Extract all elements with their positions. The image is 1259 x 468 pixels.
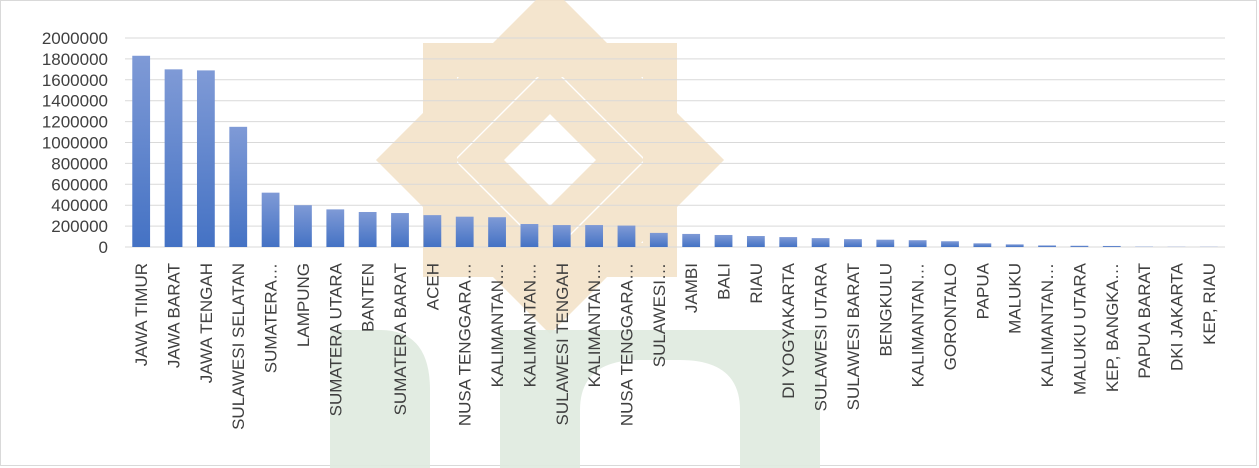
bar [488, 217, 506, 247]
x-tick-label: NUSA TENGGARA… [617, 263, 636, 426]
x-tick-label: SUMATERA UTARA [326, 262, 345, 416]
x-tick-label: JAWA TIMUR [132, 263, 151, 366]
bar [682, 233, 701, 247]
bar [229, 126, 248, 247]
bar [746, 236, 765, 247]
x-tick-label: SULAWESI TENGAH [553, 263, 572, 425]
x-tick-label: SULAWESI UTARA [812, 262, 831, 411]
x-tick-label: SULAWESI… [650, 263, 669, 367]
bar [132, 55, 151, 247]
x-tick-label: RIAU [747, 263, 766, 304]
x-tick-label: KALIMANTAN… [488, 263, 507, 387]
x-tick-label: DI YOGYAKARTA [779, 262, 798, 398]
y-tick-label: 400000 [51, 196, 108, 215]
x-tick-label: BENGKULU [876, 263, 895, 357]
x-tick-label: LAMPUNG [294, 263, 313, 347]
y-tick-label: 1600000 [42, 71, 108, 90]
x-tick-label: MALUKU [1006, 263, 1025, 334]
bar [649, 232, 668, 247]
x-tick-label: KALIMANTAN… [909, 263, 928, 387]
bar [585, 225, 604, 247]
y-tick-label: 0 [99, 238, 108, 257]
y-tick-label: 800000 [51, 154, 108, 173]
bar [455, 216, 474, 247]
bar [1070, 245, 1089, 247]
bar [196, 70, 215, 248]
x-tick-label: ACEH [423, 263, 442, 310]
bar [617, 225, 636, 247]
y-tick-label: 600000 [51, 175, 108, 194]
bar [552, 225, 571, 247]
y-tick-label: 2000000 [42, 29, 108, 48]
x-tick-label: KALIMANTAN… [520, 263, 539, 387]
bar [326, 209, 345, 247]
x-tick-label: PAPUA BARAT [1135, 263, 1154, 379]
x-tick-label: SUMATERA BARAT [391, 263, 410, 415]
x-tick-label: SULAWESI BARAT [844, 263, 863, 410]
y-tick-label: 1200000 [42, 113, 108, 132]
x-tick-label: KALIMANTAN… [585, 263, 604, 387]
bar [1005, 244, 1024, 247]
x-tick-label: MALUKU UTARA [1070, 262, 1089, 395]
x-tick-label: KALIMANTAN… [1038, 263, 1057, 387]
x-tick-label: SULAWESI SELATAN [229, 263, 248, 430]
x-tick-label: GORONTALO [941, 263, 960, 370]
x-tick-label: DKI JAKARTA [1167, 262, 1186, 371]
bar [844, 239, 862, 247]
x-tick-label: JAWA TENGAH [197, 263, 216, 383]
x-tick-label: NUSA TENGGARA… [456, 263, 475, 426]
bar [520, 224, 539, 247]
bar [908, 240, 927, 247]
y-tick-label: 200000 [51, 217, 108, 236]
x-tick-label: BALI [715, 263, 734, 300]
y-tick-label: 1800000 [42, 50, 108, 69]
y-tick-label: 1000000 [42, 134, 108, 153]
bar [811, 238, 830, 247]
bar [358, 211, 377, 247]
bar [423, 215, 442, 247]
x-tick-label: KEP, RIAU [1200, 263, 1219, 345]
bar [973, 243, 992, 247]
bar [164, 69, 183, 247]
bar [391, 213, 409, 247]
bar [714, 234, 733, 247]
bar [261, 192, 280, 247]
bar [1038, 245, 1056, 247]
x-tick-label: SUMATERA… [262, 263, 281, 373]
x-tick-label: KEP, BANGKA… [1103, 263, 1122, 392]
bar [779, 237, 798, 247]
x-tick-label: PAPUA [973, 262, 992, 319]
x-tick-label: BANTEN [359, 263, 378, 332]
x-tick-label: JAMBI [682, 263, 701, 313]
bar [876, 239, 895, 247]
y-tick-label: 1400000 [42, 92, 108, 111]
x-tick-label: JAWA BARAT [165, 263, 184, 368]
bar [941, 241, 959, 247]
bar [1102, 245, 1121, 247]
bar [294, 205, 312, 247]
